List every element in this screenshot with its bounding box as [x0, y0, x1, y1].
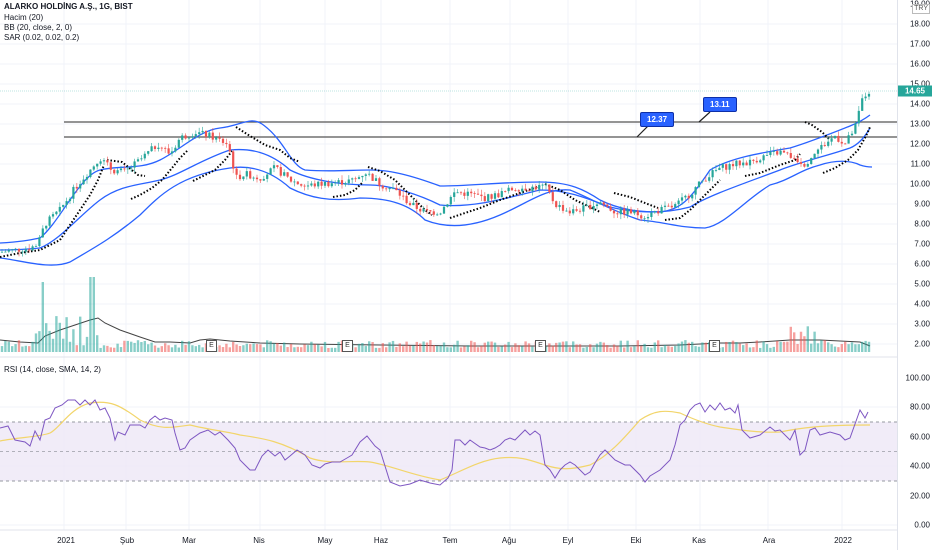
time-label: 2021 [57, 536, 75, 545]
price-label: 12.00 [909, 139, 930, 149]
rsi-band [0, 422, 897, 481]
price-label: 6.00 [914, 259, 930, 269]
time-label: Şub [119, 536, 135, 545]
time-label: Nis [253, 536, 265, 545]
legend-volume[interactable]: Hacim (20) [4, 13, 44, 22]
rsi-label: 60.00 [909, 432, 930, 442]
time-label: Haz [373, 536, 389, 545]
rsi-label: 0.00 [914, 520, 930, 530]
price-label: 8.00 [914, 219, 930, 229]
earnings-marker[interactable]: E [709, 340, 720, 352]
volume-bars [0, 277, 871, 352]
time-label: Mar [182, 536, 196, 545]
time-label: Eyl [562, 536, 574, 545]
rsi-label: 80.00 [909, 402, 930, 412]
price-axis[interactable]: 19.00 TRY 18.00 17.00 16.00 15.00 14.00 … [897, 0, 932, 550]
rsi-line [0, 399, 869, 487]
earnings-marker[interactable]: E [535, 340, 546, 352]
time-label: Eki [630, 536, 642, 545]
price-label: 13.00 [909, 119, 930, 129]
price-label: 17.00 [909, 39, 930, 49]
earnings-marker[interactable]: E [206, 340, 217, 352]
price-label: 11.00 [910, 159, 930, 169]
price-label: 16.00 [909, 59, 930, 69]
price-label: 3.00 [914, 319, 930, 329]
callout-13-11[interactable]: 13.11 [703, 97, 737, 112]
rsi-label: 40.00 [909, 461, 930, 471]
time-label: Tem [442, 536, 458, 545]
price-label: 10.00 [909, 179, 930, 189]
candlesticks [0, 91, 871, 257]
legend-bollinger[interactable]: BB (20, close, 2, 0) [4, 23, 73, 32]
price-label: 2.00 [914, 339, 930, 349]
earnings-marker[interactable]: E [342, 340, 353, 352]
price-label: 18.00 [909, 19, 930, 29]
rsi-label: 20.00 [909, 491, 930, 501]
price-label: 9.00 [914, 199, 930, 209]
parabolic-sar [0, 121, 871, 258]
time-label: Ağu [501, 536, 517, 545]
legend-rsi[interactable]: RSI (14, close, SMA, 14, 2) [4, 365, 101, 374]
time-label: 2022 [834, 536, 852, 545]
time-label: May [317, 536, 333, 545]
price-label: 5.00 [914, 279, 930, 289]
currency-tag: TRY [912, 4, 930, 14]
price-label: 14.00 [909, 99, 930, 109]
rsi-sma-line [0, 401, 871, 481]
price-label: 4.00 [914, 299, 930, 309]
time-label: Ara [762, 536, 776, 545]
rsi-label: 100.00 [905, 373, 930, 383]
callout-12-37[interactable]: 12.37 [640, 112, 675, 127]
price-label: 15.00 [909, 79, 930, 89]
last-price-tag: 14.65 [898, 85, 932, 97]
time-label: Kas [692, 536, 706, 545]
legend-sar[interactable]: SAR (0.02, 0.02, 0.2) [4, 33, 80, 42]
price-label: 7.00 [914, 239, 930, 249]
symbol-title[interactable]: ALARKO HOLDİNG A.Ş., 1G, BIST [4, 2, 133, 11]
